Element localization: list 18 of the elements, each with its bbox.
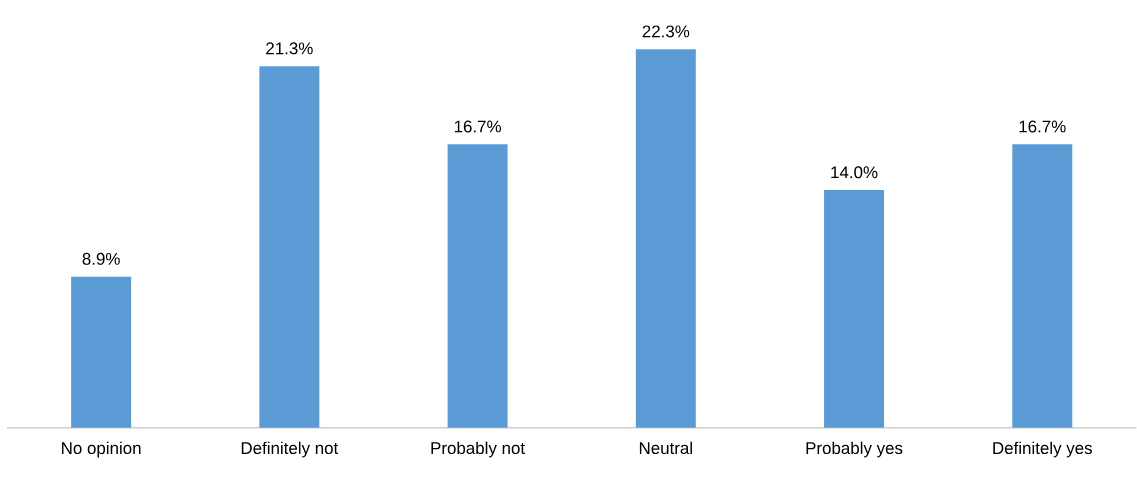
x-tick-label: Definitely not — [241, 441, 339, 458]
data-label: 16.7% — [454, 120, 501, 133]
data-label: 22.3% — [642, 25, 690, 38]
x-tick-label: No opinion — [62, 441, 141, 458]
bar — [447, 144, 508, 428]
data-label: 14.0% — [831, 166, 878, 179]
data-label: 16.7% — [1019, 120, 1066, 133]
bar — [635, 49, 696, 428]
x-tick-label: Probably not — [431, 441, 525, 458]
bar — [824, 190, 885, 428]
x-tick-label: Definitely yes — [993, 441, 1092, 458]
x-tick-label: Probably yes — [806, 441, 903, 458]
data-label: 8.9% — [82, 252, 120, 265]
data-label: 21.3% — [266, 42, 313, 55]
bar — [71, 276, 132, 428]
bar — [259, 66, 320, 428]
bar — [1012, 144, 1073, 428]
x-tick-label: Neutral — [639, 441, 692, 455]
